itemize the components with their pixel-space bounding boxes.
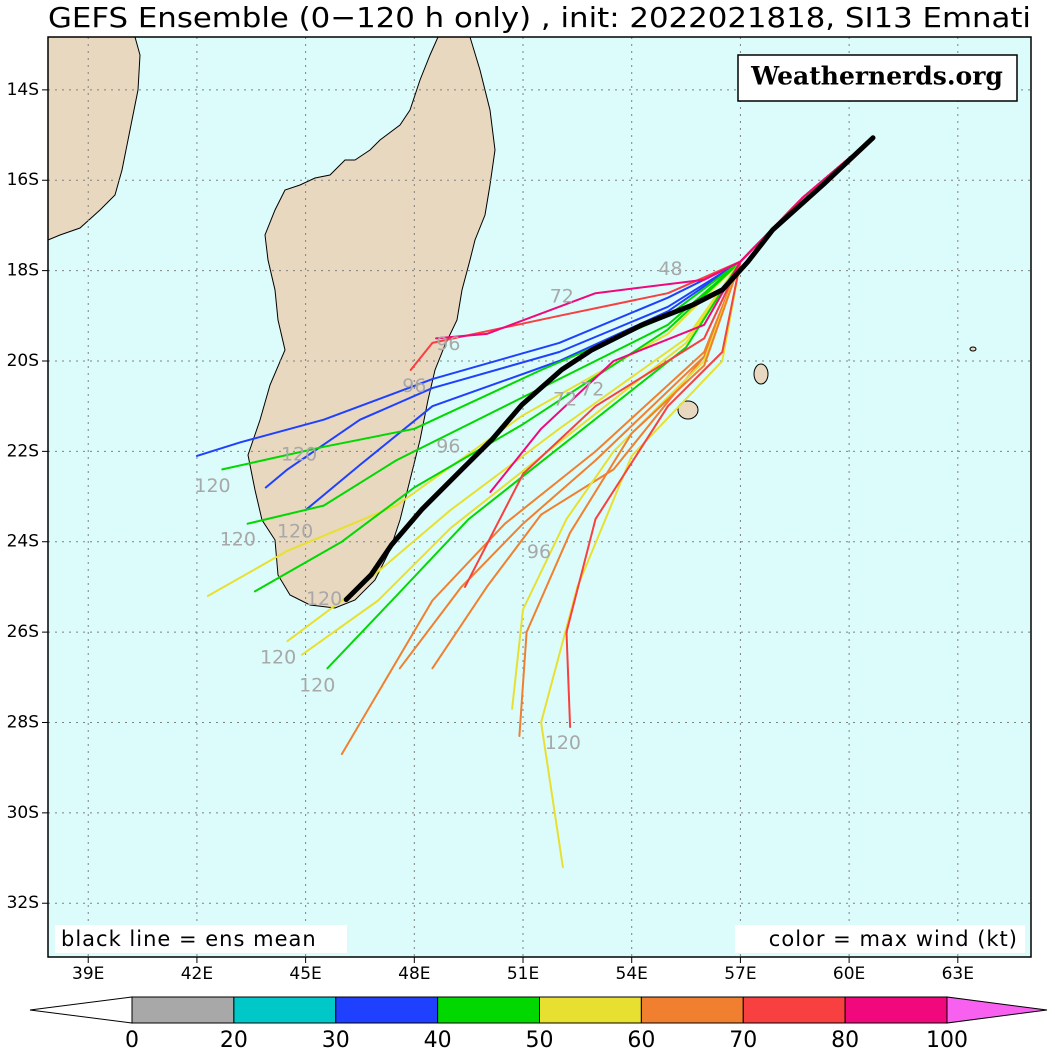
colorbar-label: 30 (322, 1028, 350, 1053)
y-tick-label: 26S (7, 622, 39, 642)
hour-label: 120 (277, 520, 313, 542)
watermark: Weathernerds.org (750, 62, 1003, 91)
hour-label: 120 (260, 646, 296, 668)
y-tick-label: 14S (7, 80, 39, 100)
y-tick-label: 28S (7, 712, 39, 732)
colorbar-label: 50 (526, 1028, 554, 1053)
x-tick-label: 51E (507, 964, 539, 984)
colorbar-label: 60 (627, 1028, 655, 1053)
hour-label: 96 (436, 435, 460, 457)
y-tick-label: 16S (7, 170, 39, 190)
ensemble-track (435, 138, 872, 340)
hour-label: 96 (527, 541, 551, 563)
hour-label: 120 (299, 674, 335, 696)
note-bg (735, 925, 1025, 953)
colorbar-over (946, 996, 1048, 1024)
x-tick-label: 39E (72, 964, 104, 984)
hour-label: 120 (281, 443, 317, 465)
x-tick-label: 63E (942, 964, 974, 984)
mauritius (753, 363, 769, 385)
y-tick-label: 32S (7, 893, 39, 913)
y-tick-label: 22S (7, 441, 39, 461)
hour-label: 120 (220, 528, 256, 550)
y-tick-label: 24S (7, 532, 39, 552)
map-frame (47, 36, 1032, 958)
colorbar-label: 100 (926, 1028, 968, 1053)
watermark-box (737, 54, 1018, 102)
title: GEFS Ensemble (0−120 h only) , init: 202… (48, 1, 1031, 34)
y-tick-label: 18S (7, 261, 39, 281)
note-bg (55, 925, 347, 953)
colorbar-bin (640, 996, 744, 1024)
rodrigues (969, 346, 977, 352)
colorbar-bin (742, 996, 846, 1024)
note-left: black line = ens mean (61, 927, 317, 951)
x-tick-label: 45E (289, 964, 321, 984)
x-tick-label: 60E (833, 964, 865, 984)
hour-label: 72 (580, 378, 604, 400)
colorbar-bin (844, 996, 948, 1024)
colorbar-label: 20 (220, 1028, 248, 1053)
reunion (677, 400, 699, 420)
hour-label: 96 (436, 333, 460, 355)
colorbar-bin (233, 996, 337, 1024)
hour-label: 96 (402, 375, 426, 397)
colorbar-label: 0 (125, 1028, 139, 1053)
hour-label: 72 (553, 388, 577, 410)
mean-track (343, 135, 876, 603)
africa (47, 36, 141, 241)
x-tick-label: 48E (398, 964, 430, 984)
colorbar-under (29, 996, 133, 1024)
hour-label: 120 (545, 732, 581, 754)
hour-label: 120 (306, 588, 342, 610)
x-tick-label: 54E (616, 964, 648, 984)
hour-label: 120 (194, 475, 230, 497)
colorbar-bin (539, 996, 642, 1024)
colorbar-label: 40 (424, 1028, 452, 1053)
hour-label: 48 (658, 258, 682, 280)
y-tick-label: 20S (7, 351, 39, 371)
note-right: color = max wind (kt) (769, 927, 1018, 951)
hour-label: 72 (550, 285, 574, 307)
y-tick-label: 30S (7, 803, 39, 823)
x-tick-label: 57E (724, 964, 756, 984)
colorbar-label: 70 (729, 1028, 757, 1053)
colorbar-label: 80 (831, 1028, 859, 1053)
x-tick-label: 42E (181, 964, 213, 984)
colorbar-bin (131, 996, 235, 1024)
colorbar-bin (437, 996, 540, 1024)
colorbar-bin (335, 996, 439, 1024)
